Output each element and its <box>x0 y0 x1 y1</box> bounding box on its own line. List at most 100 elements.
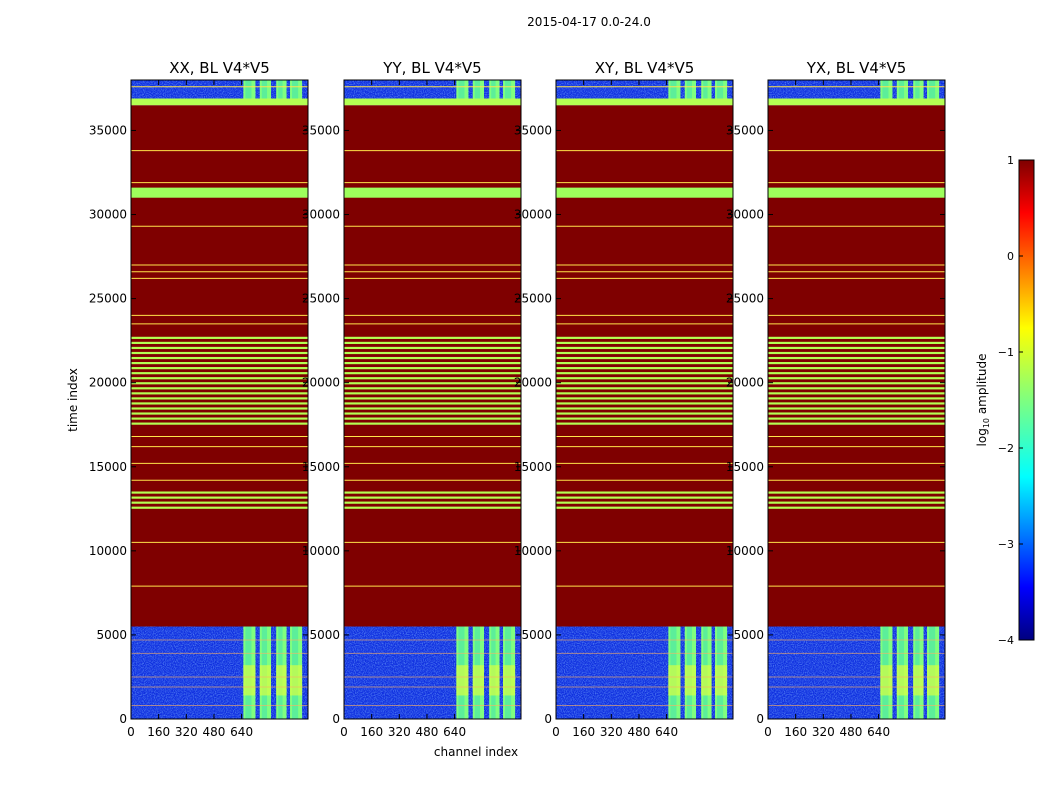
x-tick-label: 160 <box>360 725 383 739</box>
bright-channel-hotspot <box>290 665 303 696</box>
flag-band-line <box>768 506 945 509</box>
bright-channel-stripe <box>882 80 889 106</box>
y-tick-label: 0 <box>756 712 764 726</box>
flag-band-line <box>768 422 945 425</box>
flag-band-line <box>768 341 945 345</box>
y-tick-label: 25000 <box>514 292 552 306</box>
top-band <box>131 98 308 106</box>
bright-channel-stripe <box>261 80 268 106</box>
flag-band-line <box>131 496 308 499</box>
x-tick-label: 480 <box>628 725 651 739</box>
y-tick-label: 5000 <box>521 628 552 642</box>
flag-band-line <box>768 407 945 410</box>
flagged-region <box>131 105 308 627</box>
bright-channel-stripe <box>292 80 299 106</box>
x-tick-label: 320 <box>600 725 623 739</box>
y-tick-label: 25000 <box>302 292 340 306</box>
flag-band-line <box>556 341 733 345</box>
panels: XX, BL V4*V5 0 5000 10000 15000 20000 25000 300… <box>89 59 946 739</box>
y-tick-label: 20000 <box>514 376 552 390</box>
y-tick-label: 35000 <box>726 123 764 137</box>
bright-channel-hotspot <box>276 665 287 696</box>
flagged-region <box>344 105 521 627</box>
x-tick-label: 640 <box>867 725 890 739</box>
flag-band-line <box>344 496 521 499</box>
bright-channel-stripe <box>898 80 905 106</box>
bright-channel-stripe <box>717 80 724 106</box>
flag-band-line <box>344 422 521 425</box>
flag-band-line <box>131 506 308 509</box>
y-tick-label: 15000 <box>726 460 764 474</box>
y-tick-label: 25000 <box>89 292 127 306</box>
flag-band-line <box>131 402 308 405</box>
flag-band-line <box>556 336 733 339</box>
y-tick-label: 0 <box>119 712 127 726</box>
flagged-region <box>768 105 945 627</box>
flag-band-line <box>131 397 308 400</box>
y-tick-label: 35000 <box>514 123 552 137</box>
panel-1: YY, BL V4*V5 0 5000 10000 15000 20000 25000 300… <box>302 59 522 739</box>
flag-band-line <box>768 362 945 365</box>
panel-frame <box>343 79 522 720</box>
flag-band-line <box>344 387 521 390</box>
green-band <box>768 187 945 198</box>
x-tick-label: 0 <box>552 725 560 739</box>
panel-plot-area <box>344 80 521 719</box>
flag-band-line <box>556 392 733 395</box>
y-tick-label: 20000 <box>89 376 127 390</box>
flag-band-line <box>768 397 945 400</box>
flag-band-line <box>556 362 733 365</box>
bright-channel-hotspot <box>503 665 516 696</box>
bright-channel-hotspot <box>243 665 256 696</box>
x-tick-label: 320 <box>812 725 835 739</box>
top-band <box>344 98 521 106</box>
flag-band-line <box>344 417 521 420</box>
flag-band-line <box>131 372 308 375</box>
bright-channel-stripe <box>915 80 920 106</box>
bright-channel-hotspot <box>880 665 893 696</box>
flag-band-line <box>768 336 945 339</box>
flag-band-line <box>131 341 308 345</box>
y-tick-label: 15000 <box>89 460 127 474</box>
flag-band-line <box>344 367 521 370</box>
y-tick-label: 10000 <box>89 544 127 558</box>
flag-band-line <box>556 501 733 504</box>
flag-band-line <box>556 356 733 360</box>
x-axis-label: channel index <box>434 745 518 759</box>
flag-band-line <box>344 372 521 375</box>
bright-channel-hotspot <box>684 665 697 696</box>
x-tick-label: 320 <box>175 725 198 739</box>
flag-band-line <box>131 501 308 504</box>
flag-band-line <box>768 377 945 380</box>
flag-band-line <box>131 351 308 355</box>
flag-band-line <box>344 382 521 385</box>
bright-channel-hotspot <box>913 665 924 696</box>
panel-plot-area <box>131 80 308 719</box>
y-tick-label: 30000 <box>514 208 552 222</box>
y-tick-label: 0 <box>332 712 340 726</box>
flag-band-line <box>556 387 733 390</box>
y-tick-label: 10000 <box>514 544 552 558</box>
flag-band-line <box>768 372 945 375</box>
colorbar-tick-label: 0 <box>1007 250 1014 263</box>
flag-band-line <box>556 402 733 405</box>
flag-band-line <box>131 382 308 385</box>
y-tick-label: 10000 <box>726 544 764 558</box>
flag-band-line <box>344 402 521 405</box>
flag-band-line <box>344 491 521 494</box>
flag-band-line <box>344 362 521 365</box>
y-tick-label: 15000 <box>302 460 340 474</box>
flag-band-line <box>131 387 308 390</box>
x-tick-label: 160 <box>147 725 170 739</box>
colorbar-tick-label: 1 <box>1007 154 1014 167</box>
flag-band-line <box>768 392 945 395</box>
flag-band-line <box>556 351 733 355</box>
bright-channel-hotspot <box>701 665 712 696</box>
y-axis-label: time index <box>66 368 80 432</box>
flag-band-line <box>131 346 308 350</box>
flag-band-line <box>768 387 945 390</box>
bright-channel-hotspot <box>927 665 940 696</box>
panel-0: XX, BL V4*V5 0 5000 10000 15000 20000 25000 300… <box>89 59 309 739</box>
flag-band-line <box>556 412 733 415</box>
